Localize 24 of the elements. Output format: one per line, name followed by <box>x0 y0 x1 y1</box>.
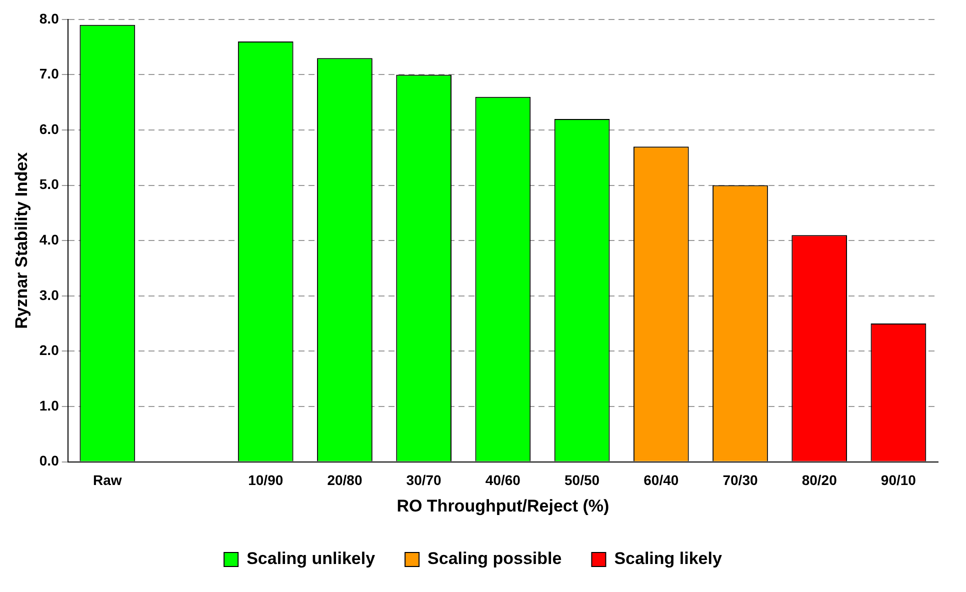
x-tick-label: 40/60 <box>485 472 521 488</box>
y-tick-label: 5.0 <box>39 176 60 192</box>
x-tick-label: 20/80 <box>327 472 362 488</box>
x-tick-label: 60/40 <box>644 472 679 488</box>
y-tick-label: 1.0 <box>39 397 60 414</box>
y-tick-label: 0.0 <box>39 452 60 469</box>
x-tick-label: 10/90 <box>248 472 284 488</box>
y-tick-label: 7.0 <box>39 66 60 82</box>
legend-label: Scaling possible <box>428 549 562 568</box>
y-axis-title: Ryznar Stability Index <box>12 152 31 329</box>
x-tick-label: 90/10 <box>880 472 916 488</box>
x-tick-label: Raw <box>93 472 122 488</box>
y-tick-label: 6.0 <box>39 120 60 137</box>
x-tick-label: 70/30 <box>722 472 758 488</box>
x-axis-title: RO Throughput/Reject (%) <box>396 496 610 516</box>
legend-label: Scaling likely <box>614 549 722 568</box>
y-tick-label: 3.0 <box>39 286 60 303</box>
x-tick-label: 80/20 <box>802 472 838 488</box>
x-tick-label: 50/50 <box>564 472 600 488</box>
x-tick-label: 30/70 <box>406 472 442 488</box>
y-tick-label: 2.0 <box>39 342 60 358</box>
legend-label: Scaling unlikely <box>246 549 376 568</box>
y-tick-label: 8.0 <box>39 10 60 26</box>
y-tick-label: 4.0 <box>39 231 60 248</box>
